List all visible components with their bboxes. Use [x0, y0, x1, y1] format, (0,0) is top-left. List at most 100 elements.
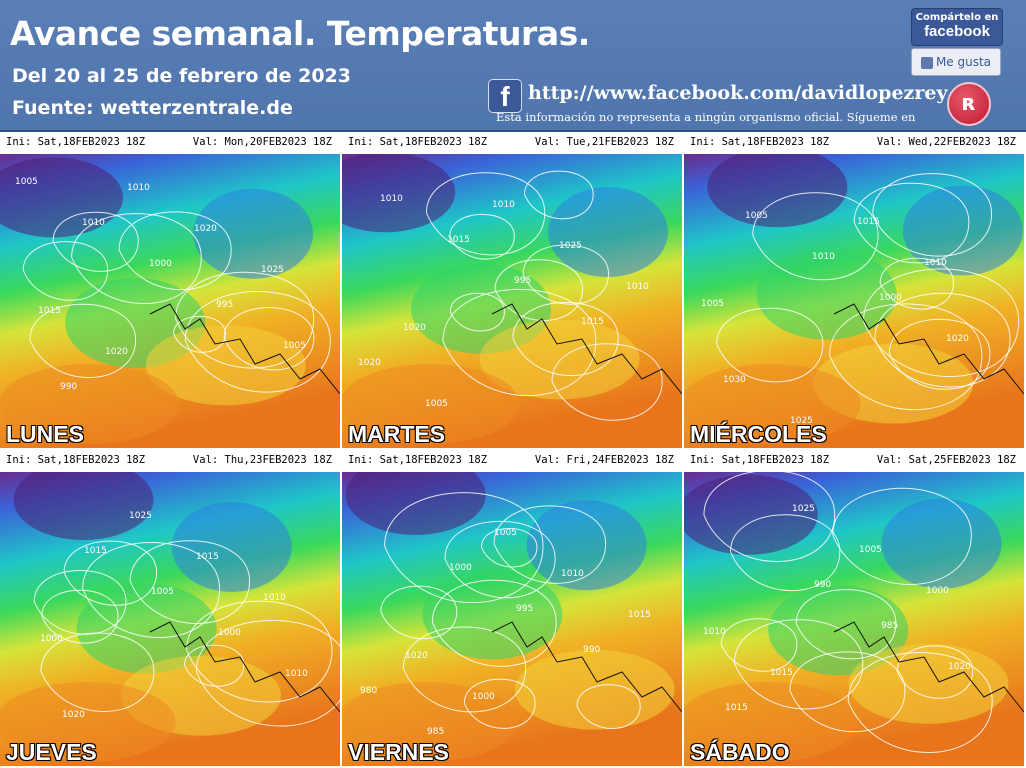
isobar-line — [494, 259, 583, 321]
isobar-label: 1020 — [948, 662, 971, 672]
temperature-blob — [684, 682, 858, 762]
isobar-line — [829, 303, 983, 411]
isobar-label: 1025 — [261, 265, 284, 275]
temperature-blob — [547, 187, 668, 278]
isobar-line — [872, 173, 993, 257]
temperature-map: 1015 1005 1000 1010 1020 1025 1015 1010 1000 — [0, 472, 340, 766]
isobar-label: 1020 — [105, 347, 128, 357]
isobar-label: 990 — [814, 580, 831, 590]
isobar-label: 1020 — [946, 334, 969, 344]
like-button[interactable]: Me gusta — [911, 48, 1001, 76]
isobar-line — [888, 318, 991, 390]
isobar-label: 995 — [514, 276, 531, 286]
isobar-label: 985 — [881, 621, 898, 631]
isobar-line — [449, 293, 505, 332]
coastline — [149, 303, 340, 395]
source-label: Fuente: wetterzentrale.de — [12, 97, 293, 119]
isobar-line — [522, 244, 610, 305]
forecast-panel-6: Ini: Sat,18FEB2023 18Z Val: Sat,25FEB2023… — [684, 450, 1024, 768]
valid-time: Val: Sat,25FEB2023 18Z — [876, 454, 1016, 466]
day-label: MARTES — [348, 421, 446, 447]
isobar-label: 1000 — [149, 259, 172, 269]
isobar-line — [40, 632, 155, 712]
temperature-blob — [881, 498, 1002, 589]
isobar-line — [184, 291, 331, 393]
panel-meta: Ini: Sat,18FEB2023 18Z Val: Fri,24FEB2023… — [342, 450, 682, 470]
isobar-label: 985 — [427, 727, 444, 737]
isobar-line — [512, 302, 619, 377]
panel-meta: Ini: Sat,18FEB2023 18Z Val: Wed,22FEB2023… — [684, 132, 1024, 152]
isobar-label: 1000 — [472, 692, 495, 702]
panel-meta: Ini: Sat,18FEB2023 18Z Val: Sat,25FEB2023… — [684, 450, 1024, 470]
init-time: Ini: Sat,18FEB2023 18Z — [6, 454, 146, 466]
facebook-link[interactable]: http://www.facebook.com/davidlopezrey — [528, 82, 948, 104]
share-facebook-button[interactable]: Compártelo en facebook — [911, 8, 1003, 46]
facebook-f-icon[interactable]: f — [488, 79, 522, 113]
temperature-map: 990 985 1020 1015 1025 1005 1000 1010 1015 — [684, 472, 1024, 766]
temperature-blob — [684, 474, 818, 555]
temperature-blob — [342, 364, 520, 444]
temperature-blob — [526, 500, 647, 591]
temperature-blob — [756, 249, 897, 340]
like-label: Me gusta — [935, 55, 992, 69]
forecast-panel-2: Ini: Sat,18FEB2023 18Z Val: Tue,21FEB2023… — [342, 132, 682, 450]
isobar-label: 995 — [216, 300, 233, 310]
isobar-label: 1015 — [581, 317, 604, 327]
day-label: JUEVES — [6, 739, 97, 765]
isobar-label: 1010 — [263, 593, 286, 603]
temperature-blob — [76, 583, 217, 674]
isobar-line — [444, 520, 556, 599]
isobar-line — [752, 192, 879, 281]
isobar-line — [480, 528, 538, 568]
day-label: SÁBADO — [690, 739, 790, 765]
isobar-line — [896, 645, 974, 699]
coastline — [833, 621, 1024, 713]
isobar-label: 1010 — [561, 569, 584, 579]
forecast-panel-3: Ini: Sat,18FEB2023 18Z Val: Wed,22FEB2023… — [684, 132, 1024, 450]
isobar-line — [576, 684, 641, 729]
isobar-label: 1010 — [285, 669, 308, 679]
isobar-line — [720, 618, 798, 672]
isobar-label: 1005 — [425, 399, 448, 409]
isobar-line — [118, 211, 232, 291]
isobar-label: 1015 — [770, 668, 793, 678]
isobar-line — [129, 540, 251, 624]
day-label: LUNES — [6, 421, 84, 447]
date-range: Del 20 al 25 de febrero de 2023 — [12, 65, 351, 87]
temperature-blob — [514, 649, 675, 730]
temperature-blob — [171, 501, 292, 592]
isobar-label: 1015 — [447, 235, 470, 245]
isobar-line — [463, 678, 536, 729]
red-circle-logo-icon[interactable]: ʀ — [947, 82, 991, 126]
temperature-blob — [422, 569, 563, 660]
page-title: Avance semanal. Temperaturas. — [10, 14, 590, 53]
isobar-line — [493, 505, 607, 584]
isobar-label: 1005 — [15, 177, 38, 187]
init-time: Ini: Sat,18FEB2023 18Z — [6, 136, 146, 148]
isobar-line — [425, 172, 546, 256]
temperature-blob — [145, 325, 306, 406]
isobar-line — [716, 307, 824, 383]
isobar-line — [789, 651, 906, 733]
isobar-line — [703, 472, 836, 562]
valid-time: Val: Tue,21FEB2023 18Z — [534, 136, 674, 148]
isobar-label: 1010 — [127, 183, 150, 193]
isobar-label: 1010 — [924, 258, 947, 268]
header-banner: Avance semanal. Temperaturas. Del 20 al … — [0, 0, 1026, 132]
isobar-line — [874, 292, 1011, 388]
isobar-line — [853, 182, 970, 264]
isobar-line — [71, 213, 202, 305]
isobar-label: 1000 — [449, 563, 472, 573]
isobar-label: 1000 — [40, 634, 63, 644]
temperature-blob — [345, 472, 486, 535]
isobar-line — [52, 211, 139, 272]
isobar-line — [442, 288, 597, 396]
isobar-label: 1005 — [745, 211, 768, 221]
forecast-panel-4: Ini: Sat,18FEB2023 18Z Val: Thu,23FEB2023… — [0, 450, 340, 768]
temperature-blob — [707, 154, 848, 228]
share-line2: facebook — [924, 23, 990, 40]
isobar-line — [186, 600, 333, 703]
isobar-line — [847, 652, 993, 753]
isobar-label: 1000 — [926, 586, 949, 596]
init-time: Ini: Sat,18FEB2023 18Z — [690, 136, 830, 148]
